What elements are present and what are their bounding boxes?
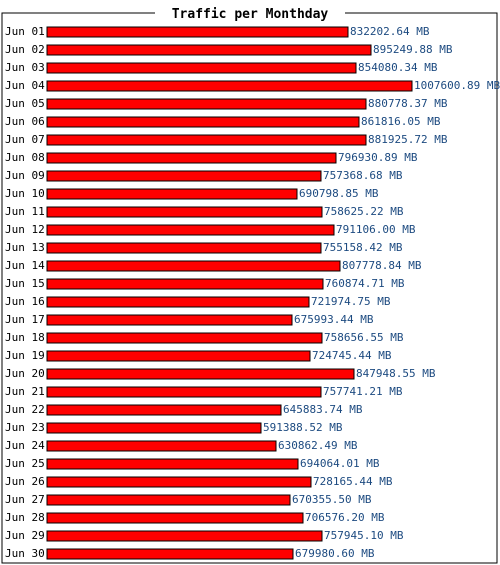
category-label: Jun 02 [5,43,45,56]
category-label: Jun 15 [5,277,45,290]
traffic-bar [46,530,323,542]
traffic-bar [46,404,282,416]
category-label: Jun 05 [5,97,45,110]
traffic-bar [46,116,360,128]
value-label: 670355.50 MB [292,493,372,506]
value-label: 758625.22 MB [324,205,404,218]
value-label: 832202.64 MB [350,25,430,38]
value-label: 690798.85 MB [299,187,379,200]
value-label: 796930.89 MB [338,151,418,164]
category-label: Jun 21 [5,385,45,398]
category-label: Jun 18 [5,331,45,344]
value-label: 854080.34 MB [358,61,438,74]
traffic-bar [46,422,262,434]
value-label: 706576.20 MB [305,511,385,524]
traffic-bar [46,350,311,362]
category-label: Jun 26 [5,475,45,488]
traffic-bar [46,152,337,164]
value-label: 645883.74 MB [283,403,363,416]
traffic-bar [46,62,357,74]
value-label: 847948.55 MB [356,367,436,380]
category-label: Jun 30 [5,547,45,560]
value-label: 758656.55 MB [324,331,404,344]
chart-title-background [155,5,345,21]
category-label: Jun 28 [5,511,45,524]
value-label: 755158.42 MB [323,241,403,254]
value-label: 807778.84 MB [342,259,422,272]
category-label: Jun 16 [5,295,45,308]
value-label: 881925.72 MB [368,133,448,146]
category-label: Jun 11 [5,205,45,218]
traffic-bar [46,260,341,272]
traffic-bar [46,98,367,110]
value-label: 757945.10 MB [324,529,404,542]
value-label: 724745.44 MB [312,349,392,362]
traffic-bar [46,332,323,344]
traffic-bar [46,440,277,452]
category-label: Jun 14 [5,259,45,272]
traffic-bar [46,170,322,182]
value-label: 679980.60 MB [295,547,375,560]
category-label: Jun 22 [5,403,45,416]
category-label: Jun 03 [5,61,45,74]
value-label: 694064.01 MB [300,457,380,470]
traffic-bar [46,458,299,470]
category-label: Jun 12 [5,223,45,236]
traffic-bar [46,368,355,380]
value-label: 630862.49 MB [278,439,358,452]
traffic-bar [46,278,324,290]
traffic-bar [46,188,298,200]
value-label: 880778.37 MB [368,97,448,110]
traffic-bar [46,224,335,236]
traffic-bar [46,26,349,38]
category-label: Jun 01 [5,25,45,38]
category-label: Jun 08 [5,151,45,164]
chart-title: Traffic per Monthday [172,7,329,22]
traffic-bar [46,242,322,254]
traffic-bar [46,134,367,146]
category-label: Jun 27 [5,493,45,506]
traffic-bar [46,512,304,524]
value-label: 728165.44 MB [313,475,393,488]
category-label: Jun 20 [5,367,45,380]
category-label: Jun 06 [5,115,45,128]
traffic-bar [46,386,322,398]
chart-rows: Jun 01 832202.64 MB Jun 02 895249.88 MB Jun … [5,25,500,560]
category-label: Jun 17 [5,313,45,326]
traffic-bar [46,80,413,92]
category-label: Jun 24 [5,439,45,452]
traffic-bar [46,296,310,308]
category-label: Jun 04 [5,79,45,92]
value-label: 675993.44 MB [294,313,374,326]
category-label: Jun 09 [5,169,45,182]
category-label: Jun 13 [5,241,45,254]
value-label: 895249.88 MB [373,43,453,56]
value-label: 757368.68 MB [323,169,403,182]
category-label: Jun 07 [5,133,45,146]
traffic-bar [46,44,372,56]
traffic-bar [46,476,312,488]
value-label: 721974.75 MB [311,295,391,308]
category-label: Jun 29 [5,529,45,542]
traffic-bar [46,314,293,326]
category-label: Jun 25 [5,457,45,470]
value-label: 760874.71 MB [325,277,405,290]
value-label: 757741.21 MB [323,385,403,398]
traffic-bar [46,206,323,218]
category-label: Jun 23 [5,421,45,434]
value-label: 591388.52 MB [263,421,343,434]
category-label: Jun 10 [5,187,45,200]
category-label: Jun 19 [5,349,45,362]
traffic-bar [46,548,294,560]
value-label: 791106.00 MB [336,223,416,236]
traffic-bar [46,494,291,506]
value-label: 861816.05 MB [361,115,441,128]
value-label: 1007600.89 MB [414,79,500,92]
